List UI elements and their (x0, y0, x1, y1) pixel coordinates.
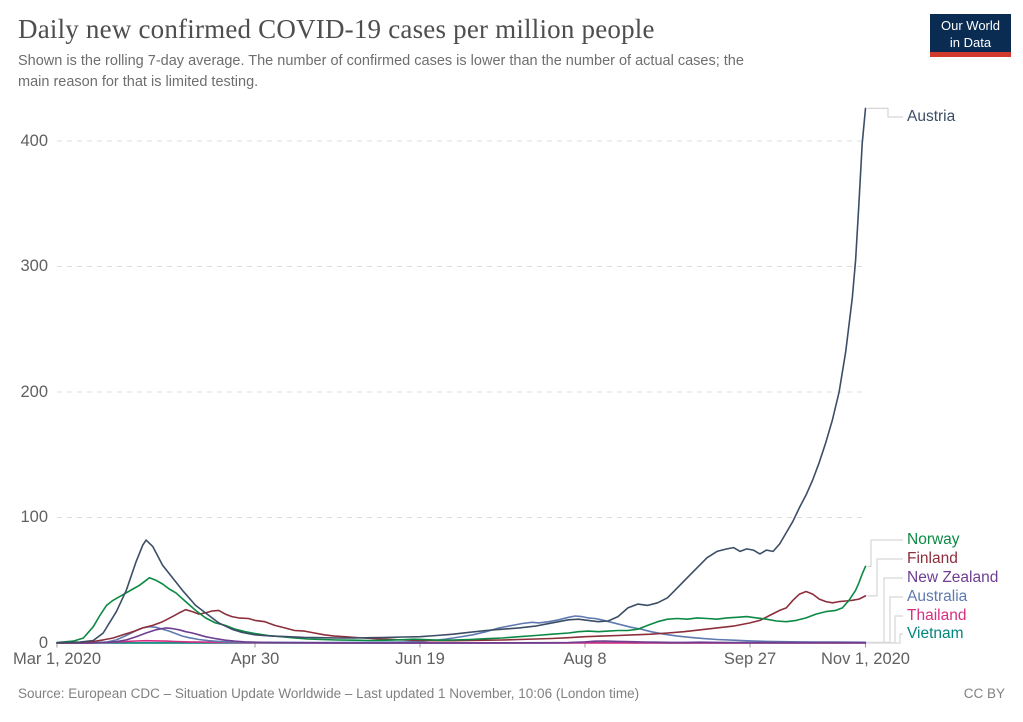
y-tick-label-300: 300 (20, 257, 48, 275)
x-tick-label: Apr 30 (230, 650, 280, 668)
y-tick-label-0: 0 (38, 633, 48, 652)
legend-label-finland[interactable]: Finland (907, 550, 958, 567)
label-connector-norway (867, 539, 903, 567)
line-norway (56, 565, 867, 644)
line-finland (56, 590, 867, 644)
legend-label-thailand[interactable]: Thailand (907, 607, 967, 624)
y-tick-label-400: 400 (20, 131, 48, 150)
line-austria (56, 107, 867, 644)
label-connector-australia (867, 596, 903, 643)
owid-logo[interactable]: Our World in Data (930, 14, 1011, 57)
label-connector-thailand (867, 615, 903, 644)
license-link[interactable]: CC BY (963, 686, 1005, 701)
x-tick-label: Nov 1, 2020 (821, 650, 910, 668)
label-connector-new-zealand (867, 577, 903, 644)
page-title: Daily new confirmed COVID-19 cases per m… (18, 14, 655, 44)
legend-label-australia[interactable]: Australia (907, 588, 968, 605)
y-tick-label-100: 100 (20, 508, 48, 526)
legend-label-austria[interactable]: Austria (907, 108, 956, 125)
legend-label-new-zealand[interactable]: New Zealand (907, 569, 999, 586)
legend-label-vietnam[interactable]: Vietnam (907, 625, 964, 642)
chart-subtitle-line1: Shown is the rolling 7-day average. The … (18, 53, 744, 69)
chart-subtitle: Shown is the rolling 7-day average. The … (18, 51, 744, 93)
owid-logo-line2: in Data (949, 34, 992, 50)
owid-logo-line1: Our World (941, 18, 1000, 33)
line-australia (56, 615, 867, 644)
x-tick-label: Mar 1, 2020 (12, 650, 102, 668)
line-new-zealand (56, 627, 867, 644)
legend-label-norway[interactable]: Norway (907, 531, 960, 548)
x-tick-label: Jun 19 (395, 650, 445, 668)
label-connector-austria (867, 107, 903, 118)
x-tick-label: Aug 8 (563, 650, 607, 668)
y-tick-label-200: 200 (20, 382, 48, 401)
chart-subtitle-line2: main reason for that is limited testing. (18, 74, 259, 91)
label-connector-vietnam (867, 633, 903, 644)
source-note: Source: European CDC – Situation Update … (18, 686, 640, 701)
label-connector-finland (867, 558, 903, 597)
x-tick-label: Sep 27 (723, 650, 777, 668)
